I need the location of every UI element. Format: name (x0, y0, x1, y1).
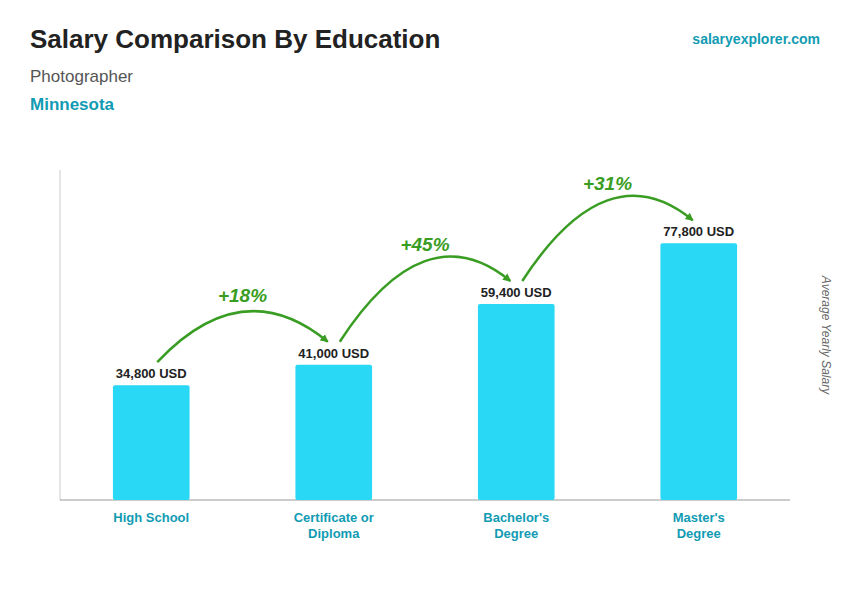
x-tick-label: High School (113, 510, 189, 525)
x-tick-label-line: Certificate or (294, 510, 374, 525)
change-arrow (522, 196, 693, 281)
value-label: 77,800 USD (663, 224, 734, 239)
bar (478, 304, 555, 500)
x-tick-label: Certificate orDiploma (294, 510, 374, 541)
source: salaryexplorer.com (692, 31, 820, 47)
x-tick-label-line: Diploma (308, 526, 360, 541)
bar (295, 365, 372, 500)
y-axis-line (60, 170, 61, 500)
change-label: +31% (583, 173, 632, 194)
title: Salary Comparison By Education (30, 24, 440, 54)
y-axis-label: Average Yearly Salary (819, 275, 833, 395)
change-label: +18% (218, 285, 267, 306)
location: Minnesota (30, 95, 115, 114)
change-label: +45% (400, 234, 449, 255)
x-tick-label: Master'sDegree (673, 510, 725, 541)
value-label: 59,400 USD (481, 285, 552, 300)
x-tick-label-line: Master's (673, 510, 725, 525)
change-arrow (157, 311, 328, 362)
value-label: 41,000 USD (298, 346, 369, 361)
subtitle: Photographer (30, 67, 133, 86)
x-tick-label: Bachelor'sDegree (483, 510, 549, 541)
x-tick-label-line: Degree (677, 526, 721, 541)
x-tick-label-line: Bachelor's (483, 510, 549, 525)
change-arrow (340, 257, 511, 342)
chart: Salary Comparison By Education Photograph… (0, 0, 850, 606)
x-tick-label-line: High School (113, 510, 189, 525)
bars (113, 243, 737, 500)
chart-container: Salary Comparison By Education Photograph… (0, 0, 850, 606)
x-tick-label-line: Degree (494, 526, 538, 541)
bar (113, 385, 190, 500)
bar (660, 243, 737, 500)
value-label: 34,800 USD (116, 366, 187, 381)
